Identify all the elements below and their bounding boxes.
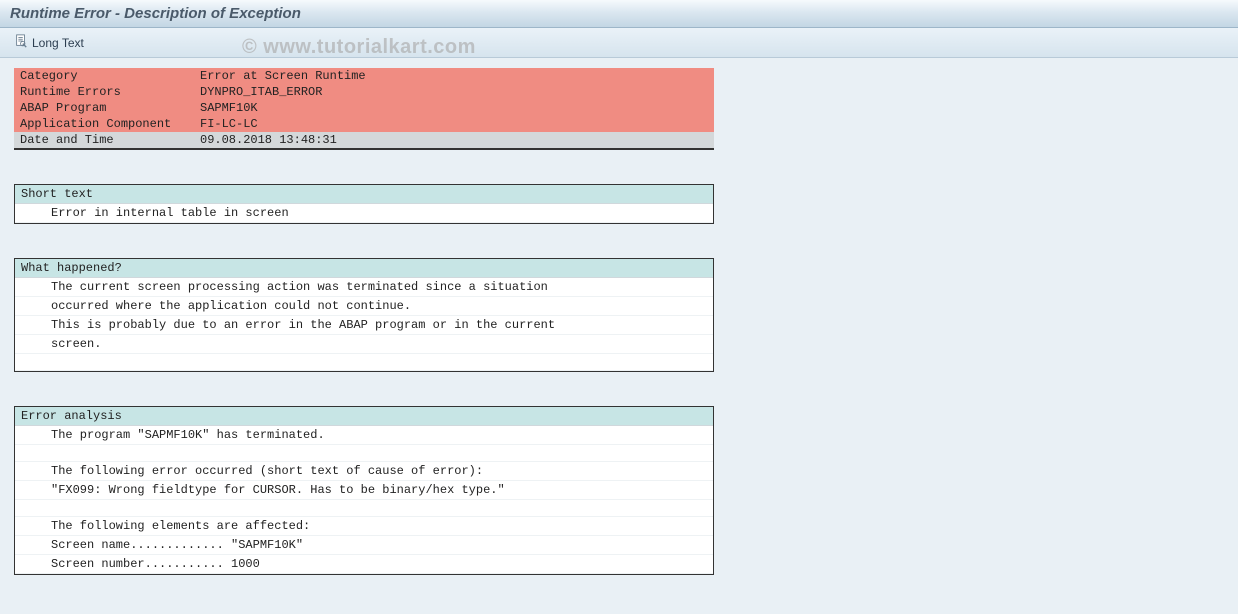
toolbar: Long Text — [0, 28, 1238, 58]
header-separator — [14, 148, 714, 150]
section-line — [15, 445, 713, 462]
section-line: This is probably due to an error in the … — [15, 316, 713, 335]
header-value: 09.08.2018 13:48:31 — [194, 132, 714, 148]
section-line: The current screen processing action was… — [15, 278, 713, 297]
title-bar: Runtime Error - Description of Exception — [0, 0, 1238, 28]
header-value: SAPMF10K — [194, 100, 714, 116]
section-line: occurred where the application could not… — [15, 297, 713, 316]
header-label: Application Component — [14, 116, 194, 132]
header-value: Error at Screen Runtime — [194, 68, 714, 84]
header-row: Runtime ErrorsDYNPRO_ITAB_ERROR — [14, 84, 714, 100]
content-area: CategoryError at Screen RuntimeRuntime E… — [0, 58, 720, 575]
header-label: ABAP Program — [14, 100, 194, 116]
section-line: "FX099: Wrong fieldtype for CURSOR. Has … — [15, 481, 713, 500]
window-title: Runtime Error - Description of Exception — [10, 5, 301, 22]
section-heading: What happened? — [15, 259, 713, 278]
section-line: screen. — [15, 335, 713, 354]
section-line: The following error occurred (short text… — [15, 462, 713, 481]
section-body: The current screen processing action was… — [15, 278, 713, 371]
section: What happened?The current screen process… — [14, 258, 714, 372]
error-header-table: CategoryError at Screen RuntimeRuntime E… — [14, 68, 714, 148]
section-line: Screen name............. "SAPMF10K" — [15, 536, 713, 555]
section-heading: Short text — [15, 185, 713, 204]
section-line: The program "SAPMF10K" has terminated. — [15, 426, 713, 445]
section-line — [15, 500, 713, 517]
document-icon — [14, 34, 28, 51]
header-row: Application ComponentFI-LC-LC — [14, 116, 714, 132]
header-label: Runtime Errors — [14, 84, 194, 100]
header-row: Date and Time09.08.2018 13:48:31 — [14, 132, 714, 148]
section: Short textError in internal table in scr… — [14, 184, 714, 224]
section-body: Error in internal table in screen — [15, 204, 713, 223]
section-line — [15, 354, 713, 371]
section-body: The program "SAPMF10K" has terminated. Th… — [15, 426, 713, 574]
header-row: CategoryError at Screen Runtime — [14, 68, 714, 84]
section-heading: Error analysis — [15, 407, 713, 426]
section-line: Error in internal table in screen — [15, 204, 713, 223]
section-line: Screen number........... 1000 — [15, 555, 713, 574]
long-text-label: Long Text — [32, 36, 84, 50]
header-label: Date and Time — [14, 132, 194, 148]
header-value: FI-LC-LC — [194, 116, 714, 132]
header-label: Category — [14, 68, 194, 84]
header-value: DYNPRO_ITAB_ERROR — [194, 84, 714, 100]
section-line: The following elements are affected: — [15, 517, 713, 536]
section: Error analysisThe program "SAPMF10K" has… — [14, 406, 714, 575]
long-text-button[interactable]: Long Text — [14, 34, 84, 51]
header-row: ABAP ProgramSAPMF10K — [14, 100, 714, 116]
